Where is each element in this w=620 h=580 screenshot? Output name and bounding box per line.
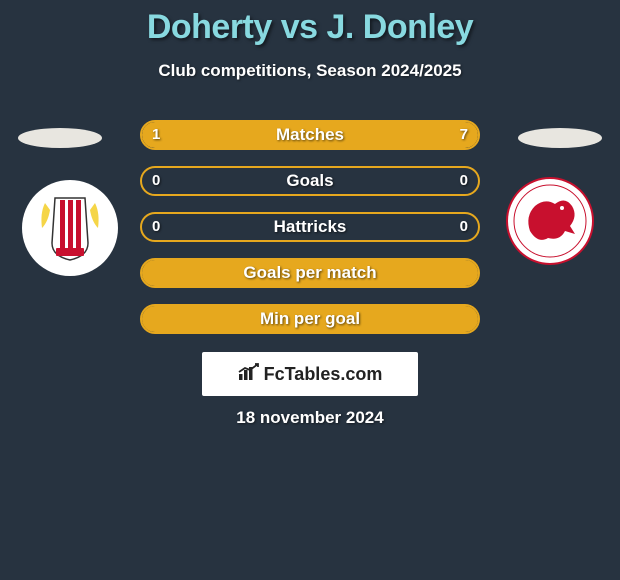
- stat-value-left: 0: [152, 212, 160, 242]
- stat-row: Min per goal: [0, 304, 620, 336]
- stat-value-left: 1: [152, 120, 160, 150]
- stat-row: Hattricks0 0: [0, 212, 620, 244]
- stat-label: Goals: [140, 166, 480, 196]
- stat-value-right: 7: [460, 120, 468, 150]
- stat-row: Goals0 0: [0, 166, 620, 198]
- comparison-title: Doherty vs J. Donley: [0, 0, 620, 47]
- stat-row: Goals per match: [0, 258, 620, 290]
- stat-value-right: 0: [460, 212, 468, 242]
- stat-label: Hattricks: [140, 212, 480, 242]
- stat-label: Goals per match: [140, 258, 480, 288]
- attribution-box: FcTables.com: [202, 352, 418, 396]
- stats-container: Matches17Goals00Hattricks00Goals per mat…: [0, 120, 620, 350]
- stat-row: Matches1 7: [0, 120, 620, 152]
- comparison-date: 18 november 2024: [0, 408, 620, 428]
- stat-value-right: 0: [460, 166, 468, 196]
- attribution-text: FcTables.com: [264, 364, 383, 385]
- stat-value-left: 0: [152, 166, 160, 196]
- chart-icon: [238, 363, 260, 386]
- stat-label: Min per goal: [140, 304, 480, 334]
- comparison-subtitle: Club competitions, Season 2024/2025: [0, 61, 620, 81]
- stat-label: Matches: [140, 120, 480, 150]
